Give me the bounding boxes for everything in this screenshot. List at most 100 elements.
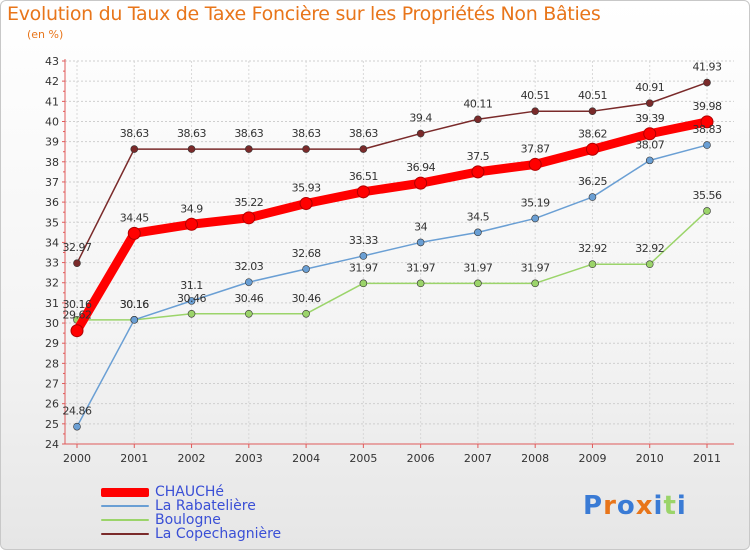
y-tick-label: 27 (45, 378, 59, 391)
x-tick-label: 2008 (521, 452, 549, 465)
data-point-0 (700, 115, 714, 129)
logo-letter: i (676, 491, 687, 521)
data-point-0 (242, 211, 256, 225)
data-label-2: 35.56 (693, 189, 722, 202)
data-label-2: 32.92 (635, 242, 664, 255)
logo-letter: o (616, 491, 636, 521)
data-point-0 (299, 197, 313, 211)
data-label-2: 31.97 (521, 261, 550, 274)
x-tick-label: 2002 (178, 452, 206, 465)
x-tick-label: 2010 (636, 452, 664, 465)
data-label-0: 36.51 (349, 170, 378, 183)
data-label-1: 30.16 (120, 298, 149, 311)
legend-item: Boulogne (101, 513, 281, 527)
chart-title: Evolution du Taux de Taxe Foncière sur l… (7, 3, 601, 25)
legend-swatch (101, 533, 149, 535)
data-point-1 (531, 214, 539, 223)
data-label-0: 37.5 (467, 150, 490, 163)
data-point-3 (588, 107, 597, 115)
y-tick-label: 24 (45, 438, 59, 451)
data-label-3: 40.11 (463, 97, 492, 110)
data-label-3: 38.63 (349, 127, 378, 140)
data-point-1 (302, 265, 310, 273)
data-point-0 (643, 127, 657, 141)
data-label-0: 37.87 (521, 142, 550, 155)
x-tick-label: 2001 (120, 452, 148, 465)
data-label-0: 29.62 (63, 309, 92, 322)
data-point-3 (245, 145, 253, 153)
data-point-0 (127, 226, 141, 240)
data-point-0 (185, 217, 199, 231)
legend-label: La Rabatelière (155, 498, 256, 514)
data-point-1 (73, 422, 81, 431)
data-label-1: 34 (414, 220, 427, 233)
data-label-0: 35.93 (292, 182, 321, 195)
legend-label: La Copechagnière (155, 526, 282, 542)
data-point-3 (359, 145, 368, 153)
logo-letter: r (603, 491, 617, 521)
data-label-2: 31.97 (349, 261, 378, 274)
x-tick-label: 2007 (464, 452, 492, 465)
data-point-3 (130, 145, 139, 153)
data-label-3: 41.93 (693, 61, 722, 74)
data-point-3 (474, 115, 482, 124)
data-label-1: 38.07 (635, 138, 664, 151)
x-tick-label: 2005 (349, 452, 377, 465)
data-label-2: 32.92 (578, 242, 607, 255)
data-label-2: 30.46 (234, 292, 263, 305)
legend-swatch (101, 505, 149, 507)
y-tick-label: 29 (45, 337, 59, 350)
data-label-1: 35.19 (521, 196, 550, 209)
data-label-2: 30.16 (63, 298, 92, 311)
data-label-3: 40.91 (635, 81, 664, 94)
legend-item: La Copechagnière (101, 527, 281, 541)
y-tick-label: 43 (45, 55, 59, 68)
data-point-2 (703, 207, 711, 215)
y-tick-label: 38 (45, 156, 59, 169)
data-label-0: 36.94 (406, 161, 435, 174)
data-point-3 (703, 78, 711, 87)
y-tick-label: 41 (45, 95, 59, 108)
x-tick-label: 2003 (235, 452, 263, 465)
x-tick-label: 2011 (693, 452, 721, 465)
data-label-3: 38.63 (234, 127, 263, 140)
data-point-3 (645, 99, 654, 107)
data-label-1: 31.1 (180, 279, 203, 292)
data-point-1 (245, 278, 253, 286)
x-tick-label: 2006 (407, 452, 435, 465)
logo-letter: t (663, 491, 677, 521)
data-point-2 (588, 260, 597, 268)
data-point-3 (73, 259, 81, 267)
chart-legend: CHAUCHé La Rabatelière Boulogne La Copechag… (101, 485, 281, 541)
legend-swatch (101, 519, 149, 521)
data-point-1 (703, 141, 711, 149)
data-point-2 (359, 279, 368, 288)
legend-item: CHAUCHé (101, 485, 281, 499)
data-label-1: 32.03 (234, 260, 263, 273)
data-point-1 (588, 193, 597, 201)
data-point-0 (528, 157, 542, 171)
y-tick-label: 36 (45, 196, 59, 209)
data-label-2: 31.97 (406, 261, 435, 274)
logo-letter: P (583, 491, 604, 521)
x-tick-label: 2004 (292, 452, 320, 465)
logo-letter: i (653, 491, 664, 521)
data-point-2 (187, 309, 196, 318)
data-point-2 (645, 260, 654, 268)
data-point-2 (245, 309, 253, 318)
legend-swatch (101, 487, 149, 497)
data-point-3 (187, 145, 196, 153)
x-tick-label: 2009 (578, 452, 606, 465)
data-label-3: 40.51 (578, 89, 607, 102)
legend-item: La Rabatelière (101, 499, 281, 513)
series-line-2 (76, 210, 708, 321)
logo-letter: x (635, 491, 654, 521)
y-tick-label: 30 (45, 317, 59, 330)
y-tick-label: 35 (45, 216, 59, 229)
data-label-0: 34.9 (180, 202, 203, 215)
data-point-0 (585, 142, 599, 156)
series-line-0 (72, 117, 712, 336)
data-label-1: 36.25 (578, 175, 607, 188)
